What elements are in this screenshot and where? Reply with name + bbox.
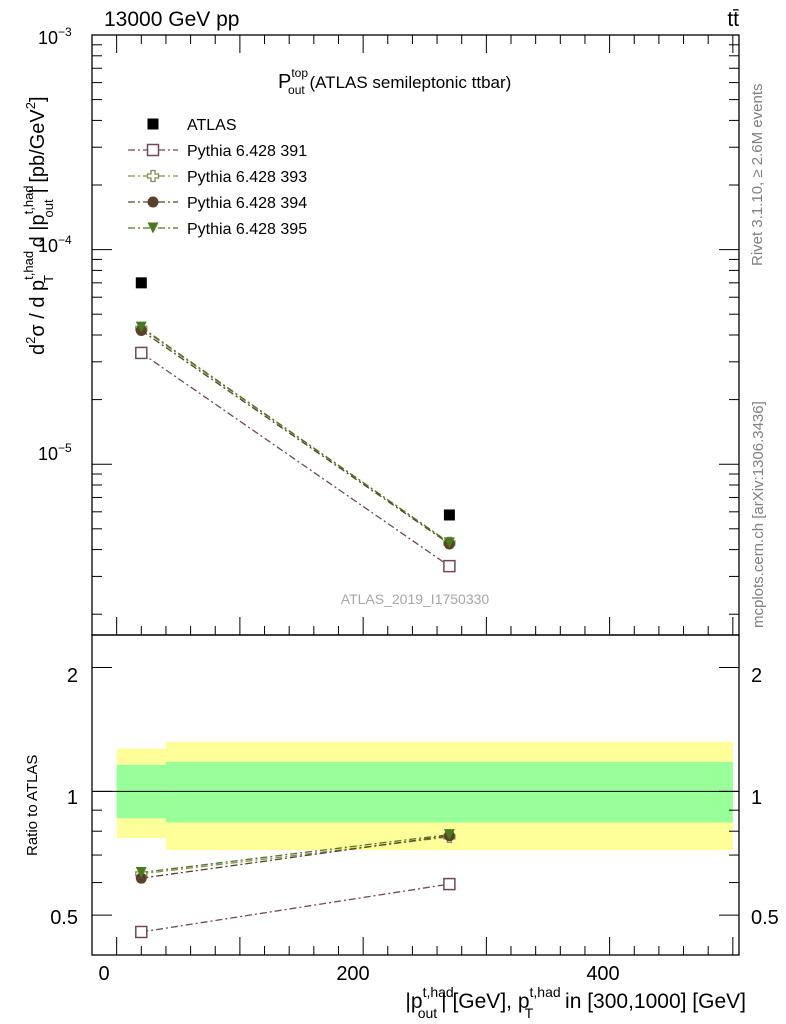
x-tick-0: 0 (98, 963, 109, 985)
y-tick-1e-5: 10−5 (38, 441, 72, 464)
title-rest: (ATLAS semileptonic ttbar) (305, 73, 512, 92)
inner-uncertainty-band-1 (165, 761, 733, 823)
upper-series-line-2 (140, 329, 450, 545)
ratio-series-line-0 (141, 883, 450, 933)
legend-label-2: Pythia 6.428 393 (187, 169, 307, 186)
upper-point-series0-0 (135, 346, 148, 360)
plot-title: Ptop out (ATLAS semileptonic ttbar) (278, 66, 511, 97)
ratio-point-series0-0 (135, 925, 148, 939)
ratio-tick-2-left: 2 (67, 665, 78, 687)
ratio-series (135, 829, 456, 939)
ratio-series-line-3 (141, 833, 450, 874)
legend-label-3: Pythia 6.428 394 (187, 195, 307, 212)
upper-series-line-3 (140, 326, 450, 544)
legend-marker-2 (146, 169, 160, 183)
process-label: tt̄ (727, 8, 739, 31)
legend-marker-4 (147, 222, 159, 234)
axis-ticks (92, 34, 739, 955)
x-tick-400: 400 (586, 963, 619, 985)
ratio-tick-05-left: 0.5 (50, 907, 78, 929)
upper-y-axis-label: d2σ / d pt,had T d |pt,had out| [pb/GeV2] (21, 96, 56, 355)
ratio-point-series2-0 (135, 872, 147, 884)
upper-series-line-0 (140, 352, 450, 567)
ratio-uncertainty-bands (92, 741, 739, 851)
legend-item-4: Pythia 6.428 395 (128, 221, 307, 238)
legend-label-0: ATLAS (187, 117, 237, 134)
legend-marker-1 (146, 143, 160, 157)
upper-series-line-1 (140, 327, 450, 544)
title-sub: out (288, 83, 305, 97)
atlas-data-point-1 (443, 509, 455, 521)
ratio-y-axis-label: Ratio to ATLAS (24, 755, 41, 856)
legend-marker-0 (147, 118, 159, 130)
x-axis-label: |pt,had out | [GeV], pt,had T in [300,1000]… (405, 984, 746, 1021)
upper-point-series3-0 (135, 321, 147, 333)
upper-point-series3-1 (443, 537, 455, 549)
upper-series (135, 277, 456, 573)
legend-item-1: Pythia 6.428 391 (128, 143, 307, 160)
upper-point-series0-1 (443, 559, 456, 573)
ratio-tick-1-right: 1 (751, 787, 762, 809)
legend-label-1: Pythia 6.428 391 (187, 143, 307, 160)
legend-label-4: Pythia 6.428 395 (187, 221, 307, 238)
title-sup: top (291, 66, 308, 80)
ratio-plot-frame (91, 634, 740, 956)
upper-y-tick-labels: 10−3 10−4 10−5 (38, 25, 72, 464)
ratio-point-series3-0 (135, 866, 147, 878)
legend-item-3: Pythia 6.428 394 (128, 195, 307, 212)
legend-marker-3 (147, 196, 159, 208)
ratio-series-line-2 (141, 835, 450, 879)
title-main: P (278, 71, 291, 93)
energy-label: 13000 GeV pp (104, 8, 239, 31)
analysis-id: ATLAS_2019_I1750330 (341, 591, 490, 607)
atlas-data-point-0 (135, 277, 147, 289)
ratio-point-series3-1 (443, 829, 455, 841)
x-tick-labels: 0 200 400 (98, 963, 619, 985)
legend-item-0: ATLAS (147, 117, 237, 134)
ratio-y-tick-labels: 2 1 0.5 2 1 0.5 (50, 665, 779, 929)
y-tick-1e-4: 10−4 (38, 233, 72, 256)
mcplots-label: mcplots.cern.ch [arXiv:1306.3436] (750, 401, 767, 628)
y-tick-1e-3: 10−3 (38, 25, 72, 48)
ratio-tick-2-right: 2 (751, 665, 762, 687)
ratio-point-series0-1 (443, 877, 456, 891)
x-tick-200: 200 (336, 963, 369, 985)
ratio-tick-1-left: 1 (67, 787, 78, 809)
ratio-tick-05-right: 0.5 (751, 907, 779, 929)
legend-item-2: Pythia 6.428 393 (128, 169, 307, 186)
rivet-version-label: Rivet 3.1.10, ≥ 2.6M events (749, 84, 766, 267)
legend: ATLAS Pythia 6.428 391 Pythia 6.428 393 Pyt… (128, 117, 307, 238)
